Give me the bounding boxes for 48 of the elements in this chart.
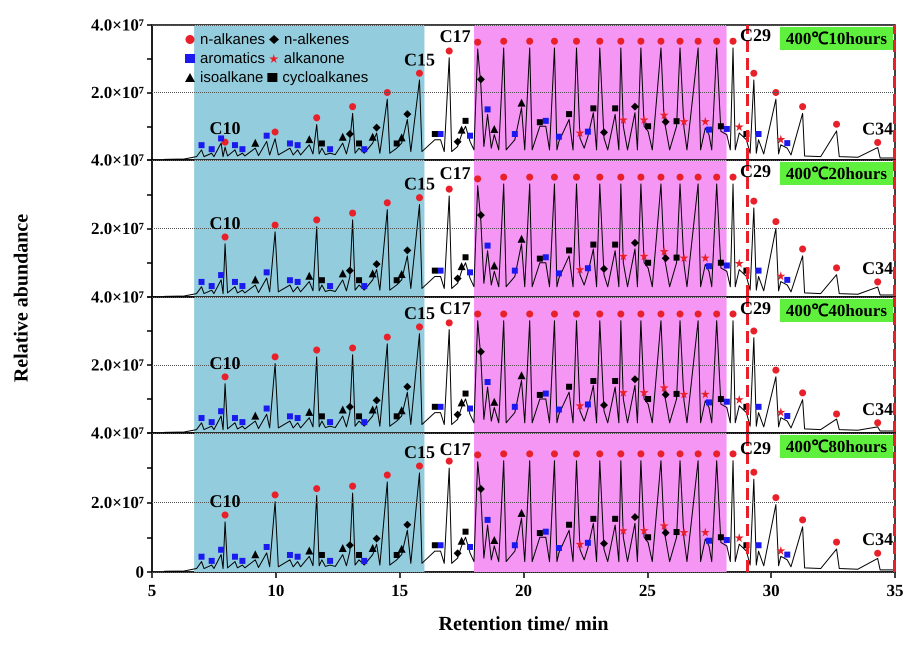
chart-title: 400℃20hours — [786, 164, 888, 183]
legend-label: alkanone — [284, 50, 345, 67]
annotation: C10 — [210, 118, 241, 138]
annotation: C17 — [440, 162, 471, 183]
y-tick-label: 2.0×10⁷ — [90, 493, 144, 512]
x-tick-label: 35 — [886, 581, 904, 600]
x-tick-label: 5 — [148, 581, 156, 600]
annotation: C10 — [210, 352, 241, 373]
annotation: C29 — [740, 25, 772, 46]
y-tick-label: 4.0×10⁷ — [90, 150, 144, 170]
annotation: C17 — [440, 298, 471, 318]
annotation: C17 — [440, 438, 471, 459]
annotation: C15 — [404, 302, 435, 323]
y-tick-label: 0 — [136, 562, 144, 582]
chart-title: 400℃80hours — [786, 437, 888, 456]
y-tick-label: 4.0×10⁷ — [90, 424, 144, 442]
legend-label: isoalkane — [200, 69, 264, 86]
annotation: C29 — [740, 438, 772, 458]
annotation: C34 — [862, 118, 894, 138]
annotation: C15 — [404, 49, 435, 70]
x-tick-label: 30 — [762, 581, 780, 600]
annotation: C34 — [862, 258, 894, 278]
x-tick-label: 20 — [515, 581, 532, 600]
legend-label: aromatics — [200, 50, 266, 67]
x-tick-label: 25 — [638, 581, 656, 600]
annotation: C10 — [210, 491, 241, 512]
y-tick-label: 2.0×10⁷ — [90, 83, 144, 102]
legend-label: n-alkanes — [200, 31, 266, 48]
y-tick-label: 2.0×10⁷ — [90, 356, 144, 374]
annotation: C15 — [404, 442, 435, 462]
legend-label: n-alkenes — [284, 31, 350, 48]
annotation: C17 — [440, 26, 471, 46]
x-tick-label: 10 — [267, 581, 284, 600]
annotation: C15 — [404, 174, 435, 194]
x-axis-title: Retention time/ min — [438, 613, 608, 635]
x-tick-label: 15 — [391, 581, 408, 600]
annotation: C34 — [862, 398, 894, 419]
annotation: C34 — [862, 529, 894, 550]
legend-label: cycloalkanes — [282, 69, 368, 86]
annotation: C29 — [740, 298, 772, 318]
chart-title: 400℃10hours — [786, 29, 888, 48]
y-tick-label: 2.0×10⁷ — [90, 219, 144, 238]
y-tick-label: 4.0×10⁷ — [90, 16, 144, 34]
y-axis-title: Relative abundance — [10, 214, 34, 382]
annotation: C10 — [210, 213, 241, 234]
chart-title: 400℃40hours — [786, 301, 888, 320]
annotation: C29 — [740, 161, 772, 182]
y-tick-label: 4.0×10⁷ — [90, 288, 144, 306]
